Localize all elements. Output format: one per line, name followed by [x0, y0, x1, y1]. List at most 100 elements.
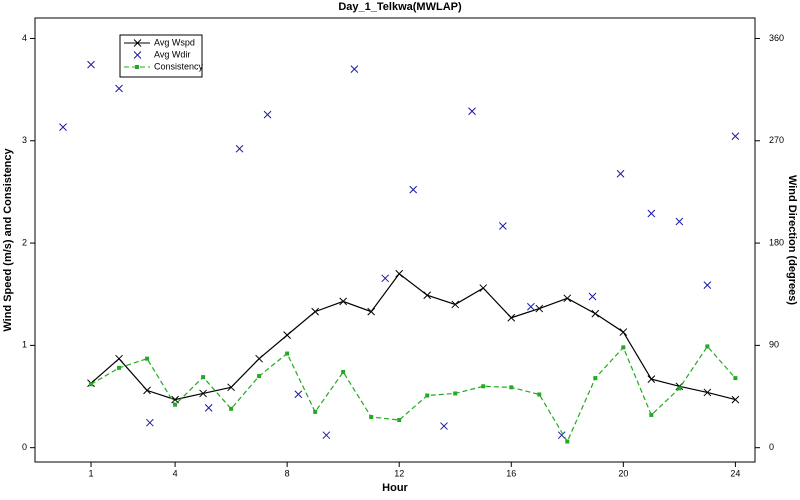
point [235, 144, 244, 153]
legend-marker [133, 51, 142, 59]
point [468, 107, 476, 116]
point [397, 418, 402, 423]
point [381, 274, 390, 283]
y-axis-label: Wind Speed (m/s) and Consistency [2, 147, 14, 331]
point [146, 418, 154, 427]
point [143, 386, 151, 395]
point [115, 354, 123, 363]
x-tick-label: 24 [730, 468, 740, 478]
point [616, 169, 625, 178]
point [283, 331, 291, 339]
point [204, 404, 213, 412]
legend-label: Avg Wdir [154, 49, 190, 59]
point [507, 313, 516, 322]
y2-axis-label: Wind Direction (degrees) [786, 175, 798, 305]
point [425, 393, 430, 398]
legend-marker [133, 39, 142, 47]
point [647, 209, 656, 218]
x-tick-label: 16 [506, 468, 516, 478]
point [199, 389, 207, 398]
point [675, 217, 684, 226]
point [339, 297, 348, 306]
point [619, 328, 628, 336]
series-line [90, 272, 736, 401]
point [731, 395, 740, 404]
plot-frame [34, 17, 756, 463]
point [255, 354, 263, 363]
y2-tick-label: 0 [769, 442, 774, 452]
y-tick-label: 0 [22, 442, 27, 452]
point [731, 132, 740, 141]
point [409, 185, 418, 194]
point [593, 376, 598, 381]
point [285, 351, 290, 356]
y-tick-label: 2 [22, 237, 27, 247]
point [423, 291, 432, 300]
point [117, 365, 122, 370]
point [257, 374, 262, 379]
point [481, 384, 486, 389]
y2-tick-label: 180 [769, 237, 784, 247]
point [703, 281, 712, 289]
point [145, 356, 150, 361]
point [509, 385, 514, 390]
point [369, 414, 374, 419]
y2-tick-label: 360 [769, 33, 784, 43]
point [677, 386, 682, 391]
point [201, 375, 206, 380]
point [87, 60, 95, 69]
point [591, 309, 600, 318]
x-tick-label: 12 [394, 468, 404, 478]
point [89, 382, 94, 387]
point [115, 84, 123, 93]
legend-label: Consistency [154, 61, 204, 71]
legend-box [119, 34, 203, 78]
point [621, 345, 626, 350]
point [59, 123, 67, 131]
point [229, 406, 234, 411]
point [313, 409, 318, 414]
x-tick-label: 1 [89, 468, 94, 478]
chart-title: Day_1_Telkwa(MWLAP) [338, 1, 462, 13]
point [588, 292, 597, 301]
point [341, 369, 346, 374]
legend-label: Avg Wspd [154, 37, 195, 47]
point [173, 402, 178, 407]
point [499, 222, 507, 230]
point [649, 412, 654, 417]
point [227, 383, 235, 392]
series-line [90, 345, 736, 443]
point [294, 390, 303, 399]
y2-tick-label: 270 [769, 135, 784, 145]
point [563, 294, 572, 303]
point [479, 284, 488, 292]
point [733, 376, 738, 381]
point [647, 375, 656, 383]
point [537, 392, 542, 397]
point [311, 307, 320, 316]
point [440, 422, 448, 430]
point [350, 65, 359, 74]
point [451, 300, 460, 309]
x-axis-label: Hour [382, 482, 408, 494]
point [527, 302, 535, 311]
point [535, 304, 544, 313]
y-tick-label: 4 [22, 33, 27, 43]
point [453, 391, 458, 396]
point [322, 431, 331, 440]
point [705, 344, 710, 349]
point [557, 431, 566, 440]
legend-marker [135, 65, 139, 69]
x-tick-label: 8 [285, 468, 290, 478]
x-tick-label: 20 [618, 468, 628, 478]
y2-tick-label: 90 [769, 340, 779, 350]
y-tick-label: 3 [22, 135, 27, 145]
point [263, 110, 272, 119]
point [703, 388, 712, 397]
y-tick-label: 1 [22, 340, 27, 350]
point [565, 439, 570, 444]
point [395, 269, 404, 278]
point [367, 307, 376, 316]
